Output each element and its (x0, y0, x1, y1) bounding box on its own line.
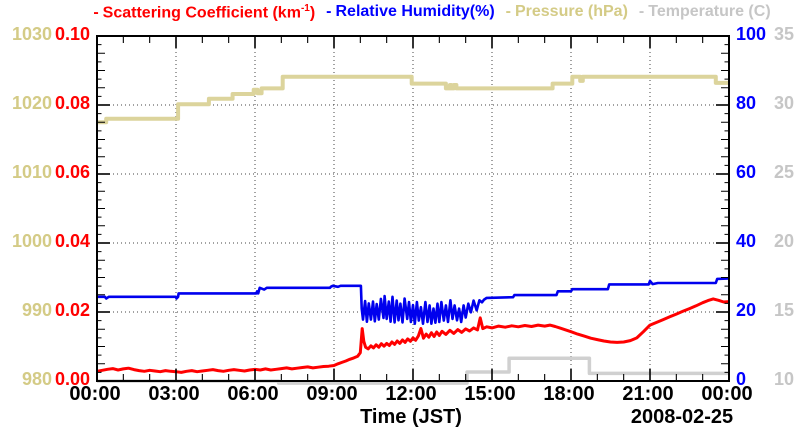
humidity-tick-label: 0 (736, 369, 747, 389)
series-temperature-line (97, 356, 729, 385)
time-tick-label: 12:00 (385, 383, 437, 405)
scattering-tick-label: 0.06 (54, 162, 90, 182)
humidity-tick-label: 100 (736, 24, 767, 44)
time-tick-label: 18:00 (543, 383, 595, 405)
temperature-tick-label: 30 (774, 93, 795, 113)
x-axis-title: Time (JST) (360, 406, 462, 428)
pressure-tick-label: 1030 (11, 24, 52, 44)
scattering-tick-label: 0.04 (54, 231, 90, 251)
series-pressure-line (97, 74, 729, 125)
degree-mark: ° (754, 0, 760, 6)
time-tick-label: 21:00 (622, 383, 674, 405)
pressure-tick-label: 980 (21, 369, 52, 389)
temperature-tick-label: 20 (774, 231, 795, 251)
pressure-tick-label: 1020 (11, 93, 52, 113)
time-tick-label: 15:00 (464, 383, 516, 405)
scattering-tick-label: 0.10 (54, 24, 90, 44)
humidity-tick-label: 20 (736, 300, 757, 320)
temperature-tick-label: 25 (774, 162, 795, 182)
legend-line-marker: - (638, 3, 645, 20)
scattering-tick-label: 0.02 (54, 300, 90, 320)
legend-line-marker: - (505, 3, 511, 20)
legend-line-marker: - (326, 3, 332, 20)
time-tick-label: 00:00 (69, 383, 121, 405)
scattering-tick-label: 0.08 (54, 93, 90, 113)
time-tick-label: 06:00 (227, 383, 279, 405)
legend-item-1: - Relative Humidity(%) (326, 3, 495, 20)
series-humidity-line (97, 277, 730, 326)
date-label: 2008-02-25 (630, 406, 734, 428)
legend-line-marker: - (93, 4, 99, 22)
time-tick-label: 09:00 (306, 383, 358, 405)
humidity-tick-label: 60 (736, 162, 757, 182)
legend-item-2: - Pressure (hPa) (505, 3, 628, 20)
temperature-tick-label: 35 (774, 24, 795, 44)
legend-item-3: - Temperature (° C) (638, 0, 771, 22)
time-tick-label: 03:00 (148, 383, 200, 405)
humidity-tick-label: 40 (736, 231, 757, 251)
pressure-tick-label: 1000 (11, 231, 52, 251)
pressure-tick-label: 1010 (11, 162, 52, 182)
scattering-tick-label: 0.00 (54, 369, 90, 389)
time-tick-label: 00:00 (701, 383, 753, 405)
legend-item-0: - Scattering Coefficient (km-1) (93, 3, 316, 22)
series-scattering-line (96, 297, 730, 374)
temperature-tick-label: 10 (774, 369, 795, 389)
chart-plot-area (96, 35, 730, 385)
humidity-tick-label: 80 (736, 93, 757, 113)
temperature-tick-label: 15 (774, 300, 795, 320)
pressure-tick-label: 990 (21, 300, 52, 320)
legend: - Scattering Coefficient (km-1) - Relative … (64, 0, 800, 22)
